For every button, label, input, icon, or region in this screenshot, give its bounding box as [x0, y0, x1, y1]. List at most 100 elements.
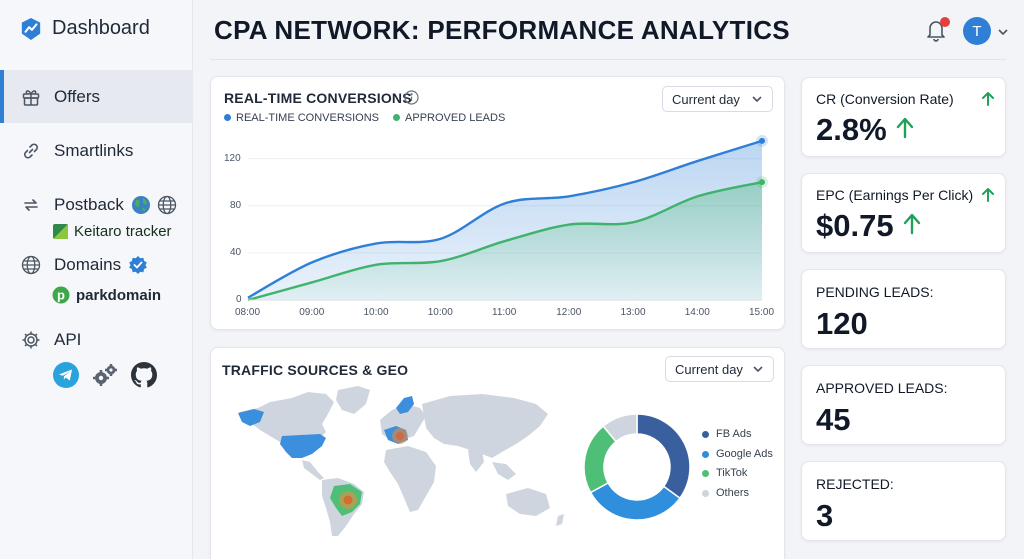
chevron-down-icon — [752, 96, 762, 103]
map-region-india — [468, 450, 484, 472]
kpi-card-cr: CR (Conversion Rate) 2.8% — [801, 77, 1006, 157]
keitaro-logo-icon — [52, 224, 68, 240]
traffic-sources-donut[interactable] — [582, 412, 692, 522]
y-tick-label: 120 — [224, 152, 241, 164]
pie-legend-item-tiktok: TikTok — [702, 467, 747, 479]
api-integrations — [53, 362, 157, 393]
keitaro-tracker-link[interactable]: Keitaro tracker — [52, 223, 172, 240]
chart-legend: REAL-TIME CONVERSIONS APPROVED LEADS — [224, 112, 505, 124]
map-region-usa — [280, 434, 326, 458]
x-tick-label: 09:00 — [299, 307, 325, 318]
verified-badge-icon — [127, 254, 149, 276]
parkdomain-label: parkdomain — [76, 286, 162, 304]
notification-dot — [940, 17, 950, 27]
y-tick-label: 40 — [230, 246, 242, 258]
pie-legend-item-fb-ads: FB Ads — [702, 428, 751, 440]
x-tick-label: 10:00 — [363, 307, 389, 318]
kpi-value: 120 — [816, 306, 868, 341]
page-title: CPA NETWORK: PERFORMANCE ANALYTICS — [214, 15, 790, 45]
telegram-icon[interactable] — [53, 362, 79, 393]
kpi-card-approved-leads: APPROVED LEADS: 45 — [801, 365, 1006, 445]
sidebar-item-label: Offers — [54, 86, 100, 106]
kpi-label: PENDING LEADS: — [816, 284, 934, 300]
svg-text:p: p — [57, 288, 65, 303]
sidebar-item-label: Domains — [54, 255, 122, 274]
kpi-label: CR (Conversion Rate) — [816, 91, 954, 107]
kpi-label: REJECTED: — [816, 476, 894, 492]
brand-label: Dashboard — [52, 17, 150, 39]
traffic-title: TRAFFIC SOURCES & GEO — [222, 362, 409, 378]
map-region-new-zealand — [556, 514, 564, 526]
conversions-period-select[interactable]: Current day — [662, 86, 773, 112]
sync-arrows-icon — [20, 194, 42, 216]
legend-item-approved: APPROVED LEADS — [393, 112, 505, 124]
pie-legend-item-google-ads: Google Ads — [702, 448, 773, 460]
map-region-central-america — [302, 460, 324, 480]
map-region-africa — [384, 446, 436, 512]
sidebar-item-smartlinks[interactable]: Smartlinks — [0, 138, 193, 164]
arrow-up-icon — [902, 208, 922, 244]
series-approved-leads-line — [247, 180, 763, 302]
select-value: Current day — [672, 91, 740, 107]
brand[interactable]: Dashboard — [20, 17, 150, 40]
map-region-australia — [506, 488, 550, 516]
map-region-scandinavia — [396, 396, 414, 414]
github-icon[interactable] — [131, 362, 157, 393]
world-geo-map[interactable] — [230, 380, 570, 540]
kpi-value: 45 — [816, 402, 851, 437]
kpi-card-rejected: REJECTED: 3 — [801, 461, 1006, 541]
series-conversions-line — [247, 139, 763, 299]
legend-item-conversions: REAL-TIME CONVERSIONS — [224, 112, 379, 124]
earth-globe-icon — [130, 194, 152, 216]
bell-icon[interactable] — [925, 18, 947, 47]
gears-icon[interactable] — [91, 362, 119, 393]
kpi-label: APPROVED LEADS: — [816, 380, 948, 396]
donut-slice-others[interactable] — [602, 413, 638, 443]
x-tick-label: 08:00 — [235, 307, 261, 318]
kpi-card-pending-leads: PENDING LEADS: 120 — [801, 269, 1006, 349]
header-divider — [210, 59, 1006, 60]
map-region-greenland — [336, 386, 370, 414]
globe-icon — [156, 194, 178, 216]
sidebar-item-offers[interactable]: Offers — [0, 70, 193, 123]
kpi-value: 3 — [816, 498, 834, 533]
sidebar-item-label: API — [54, 330, 82, 349]
traffic-period-select[interactable]: Current day — [665, 356, 774, 382]
x-tick-label: 14:00 — [684, 307, 710, 318]
globe-icon — [20, 254, 42, 276]
sidebar-item-postback[interactable]: Postback — [0, 192, 193, 218]
arrow-up-icon — [895, 112, 915, 148]
x-tick-label: 11:00 — [492, 307, 517, 318]
keitaro-tracker-label: Keitaro tracker — [74, 223, 172, 240]
avatar[interactable]: T — [963, 17, 991, 45]
x-tick-label: 13:00 — [620, 307, 646, 318]
chevron-down-icon[interactable] — [997, 24, 1009, 42]
y-tick-label: 80 — [230, 199, 242, 211]
chevron-down-icon — [753, 366, 763, 373]
link-icon — [20, 140, 42, 162]
pie-legend-item-others: Others — [702, 487, 749, 499]
x-tick-label: 12:00 — [556, 307, 582, 318]
parkdomain-link[interactable]: p parkdomain — [52, 286, 161, 304]
map-region-southeast-asia — [492, 462, 516, 480]
x-tick-label: 10:00 — [427, 307, 453, 318]
map-region-asia — [422, 394, 548, 458]
info-icon[interactable] — [404, 90, 419, 110]
sidebar-item-domains[interactable]: Domains — [0, 252, 193, 278]
kpi-value: $0.75 — [816, 208, 922, 244]
y-tick-label: 0 — [236, 294, 242, 305]
sidebar-item-api[interactable]: API — [0, 327, 193, 353]
kpi-card-epc: EPC (Earnings Per Click) $0.75 — [801, 173, 1006, 253]
sidebar-item-label: Smartlinks — [54, 141, 134, 160]
gear-icon — [20, 329, 42, 351]
dashboard-logo-icon — [20, 17, 42, 40]
series-conversions-endpoint[interactable] — [759, 137, 765, 144]
kpi-value: 2.8% — [816, 112, 915, 148]
donut-slice-google-ads[interactable] — [589, 481, 681, 521]
kpi-label: EPC (Earnings Per Click) — [816, 187, 974, 203]
sidebar-item-label: Postback — [54, 195, 124, 214]
series-approved-leads-endpoint[interactable] — [759, 179, 765, 186]
arrow-up-icon — [981, 91, 995, 112]
map-region-alaska — [238, 409, 264, 426]
